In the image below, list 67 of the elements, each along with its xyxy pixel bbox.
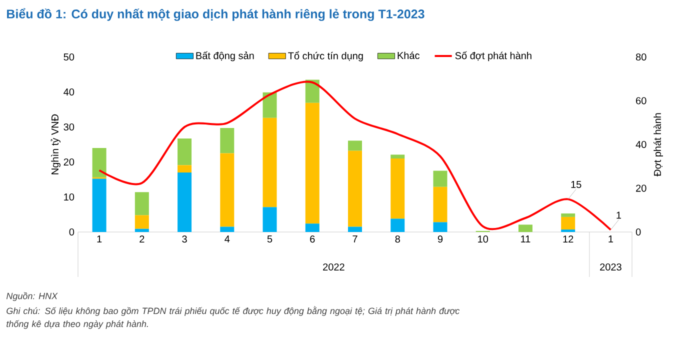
bar [178, 172, 192, 232]
x-tick-label: 7 [352, 236, 358, 242]
y2-tick-label: 80 [636, 53, 646, 61]
bar [348, 140, 362, 151]
bar [348, 226, 362, 232]
y-tick-label: 30 [64, 123, 74, 131]
y2-tick-label: 0 [636, 228, 641, 236]
bar [390, 154, 405, 158]
bar [518, 224, 532, 232]
bar [561, 216, 576, 230]
data-label: 1 [616, 212, 622, 219]
text: Ghi chú: Số liệu không bao gồm TPDN trái phiếu quốc tế được huy động bằng ngoại tệ; Giá trị phát hành được thống kê dựa theo ngày phát hành. [6, 306, 460, 329]
bar [305, 80, 320, 103]
bar [262, 92, 277, 118]
bar [134, 215, 149, 229]
x-tick-label: 9 [438, 236, 443, 243]
y2-tick-label: 60 [636, 97, 646, 104]
bar [305, 224, 320, 232]
legend-label: Khác [398, 52, 420, 60]
text: 2023 [600, 263, 622, 271]
bar [390, 158, 405, 219]
bar [433, 222, 448, 232]
x-tick-label: 6 [310, 236, 315, 243]
bar [262, 118, 277, 208]
bar [220, 128, 234, 154]
bar [390, 218, 405, 232]
bar [262, 207, 277, 232]
y-tick-label: 10 [64, 193, 74, 201]
bar [348, 150, 362, 227]
data-label: 15 [571, 181, 582, 188]
bar [178, 138, 192, 166]
legend-label: Số đợt phát hành [455, 51, 532, 62]
bar [305, 102, 320, 224]
x-tick-label: 11 [521, 236, 530, 242]
x-tick-label: 1 [97, 236, 102, 242]
y2-tick-label: 20 [636, 184, 646, 192]
bar [134, 228, 149, 232]
bar [92, 148, 106, 178]
y-tick-label: 0 [69, 228, 74, 236]
bar [134, 192, 149, 216]
y-tick-label: 20 [64, 158, 74, 166]
y2-axis-title: Đợt phát hành [654, 113, 663, 176]
y-axis-title: Nghìn tỷ VNĐ [50, 114, 60, 174]
x-tick-label: 8 [395, 236, 400, 243]
x-tick-label: 4 [224, 236, 230, 242]
x-tick-label: 10 [478, 236, 488, 243]
x-tick-label: 2 [140, 236, 144, 243]
bar [433, 186, 448, 222]
x-tick-label: 3 [182, 236, 187, 243]
line-series [98, 80, 612, 231]
chart-title: Biểu đồ 1: Có duy nhất một giao dịch phát hành riêng lẻ trong T1-2023 [7, 8, 424, 21]
bar [220, 153, 234, 227]
x-tick-label: 5 [267, 236, 272, 243]
bar [178, 165, 192, 172]
y2-tick-label: 40 [636, 140, 646, 148]
bar [433, 170, 448, 187]
y-tick-label: 50 [64, 53, 74, 61]
x-tick-label: 12 [563, 236, 574, 243]
bar [561, 213, 576, 217]
y-tick-label: 40 [64, 88, 74, 96]
bar [220, 226, 234, 232]
bar [92, 178, 106, 232]
text: Nguồn: HNX [6, 292, 58, 301]
x-tick-label: 1 [608, 236, 614, 242]
legend-label: Bất động sản [196, 51, 254, 62]
text: 2022 [323, 263, 344, 271]
legend-label: Tổ chức tín dụng [288, 51, 363, 62]
